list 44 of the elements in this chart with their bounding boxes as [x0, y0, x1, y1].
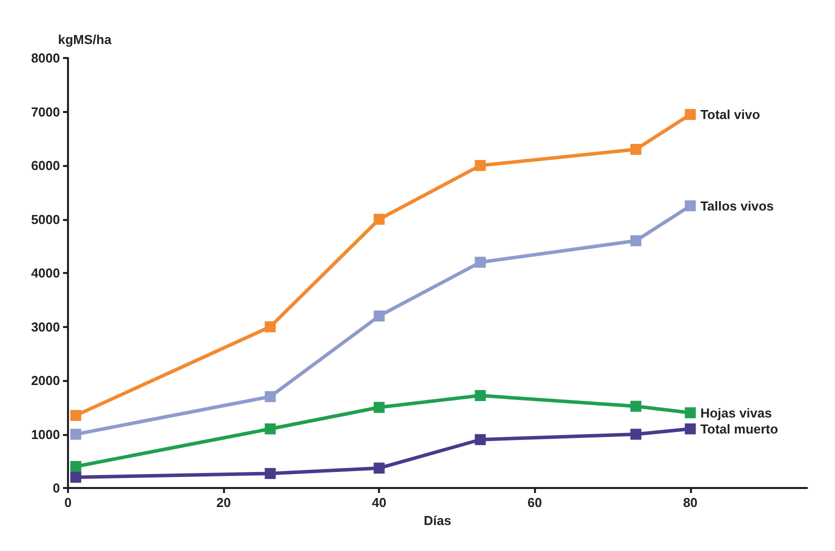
x-axis-title: Días — [424, 512, 452, 528]
series-label: Hojas vivas — [700, 405, 772, 420]
point — [374, 462, 385, 474]
point — [70, 472, 82, 483]
x-tick-label: 0 — [64, 495, 72, 510]
series-label: Total vivo — [700, 106, 760, 122]
point — [264, 423, 276, 434]
y-tick-label: 2000 — [31, 373, 60, 388]
point — [474, 390, 486, 402]
point — [70, 461, 82, 472]
point — [474, 160, 486, 171]
x-tick-label: 20 — [216, 495, 231, 510]
y-tick-label: 1000 — [31, 426, 60, 442]
point — [684, 423, 696, 434]
y-tick-label: 0 — [52, 480, 60, 496]
point — [630, 428, 642, 440]
point — [374, 310, 385, 322]
y-tick-label: 6000 — [31, 158, 60, 173]
point — [374, 402, 385, 413]
point — [474, 434, 486, 446]
series-label: Total muerto — [700, 421, 778, 436]
x-tick-label: 80 — [683, 495, 698, 510]
point — [630, 235, 642, 246]
point — [264, 321, 276, 332]
point — [374, 214, 385, 225]
x-tick-label: 60 — [528, 495, 542, 510]
x-tick-label: 40 — [372, 495, 386, 510]
y-tick-label: 3000 — [31, 319, 60, 334]
point — [70, 410, 82, 421]
point — [264, 391, 276, 402]
y-tick-label: 7000 — [31, 104, 60, 120]
y-axis-title: kgMS/ha — [58, 32, 112, 47]
y-tick-label: 8000 — [31, 50, 60, 66]
point — [684, 200, 696, 212]
series-label: Tallos vivos — [700, 198, 774, 214]
point — [684, 407, 696, 418]
point — [264, 468, 276, 479]
point — [630, 400, 642, 412]
point — [474, 256, 486, 268]
point — [70, 428, 82, 440]
y-tick-label: 4000 — [31, 266, 60, 280]
point — [630, 144, 642, 155]
point — [684, 108, 696, 120]
y-tick-label: 5000 — [31, 212, 60, 227]
